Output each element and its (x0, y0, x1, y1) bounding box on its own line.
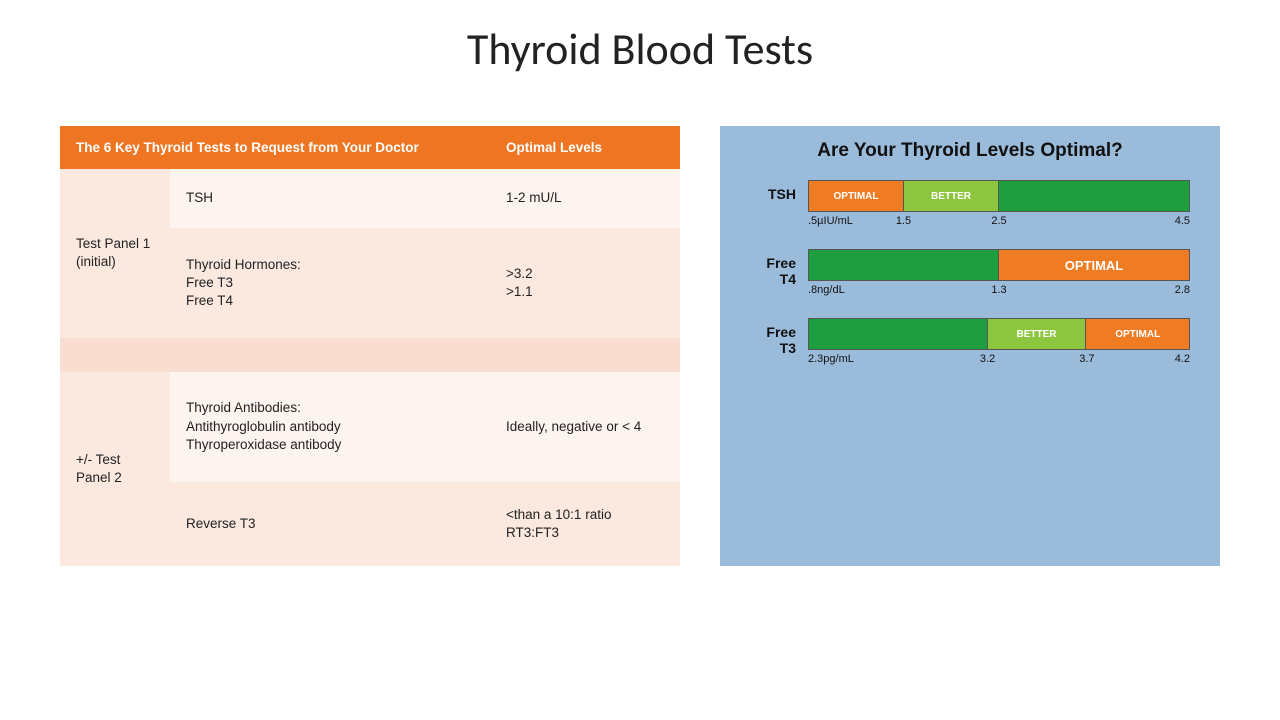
axis-tick: .8ng/dL (808, 284, 845, 296)
range-bar-container: BETTEROPTIMAL 2.3pg/mL 3.2 3.7 4.2 (808, 318, 1190, 367)
axis-tick: 2.8 (1175, 284, 1190, 296)
axis-tick: 4.5 (1175, 215, 1190, 227)
panel2-level-rt3: <than a 10:1 ratio RT3:FT3 (490, 482, 680, 566)
range-label: FreeT4 (750, 249, 808, 287)
optimal-levels-chart: Are Your Thyroid Levels Optimal? TSHOPTI… (720, 126, 1220, 566)
range-segment: BETTER (904, 181, 999, 211)
tick-row: .8ng/dL 1.3 2.8 (808, 284, 1190, 298)
panel2-level-antibodies: Ideally, negative or < 4 (490, 372, 680, 482)
axis-tick: 3.2 (980, 353, 995, 365)
range-bar: OPTIMALBETTER (808, 180, 1190, 212)
panel2-label: +/- Test Panel 2 (60, 372, 170, 566)
range-segment (999, 181, 1189, 211)
range-row: FreeT4 OPTIMAL .8ng/dL 1.3 2.8 (750, 249, 1190, 298)
table-row: Test Panel 1 (initial) TSH 1-2 mU/L (60, 169, 680, 228)
axis-tick: 4.2 (1175, 353, 1190, 365)
table-header-row: The 6 Key Thyroid Tests to Request from … (60, 126, 680, 169)
axis-tick: 1.3 (991, 284, 1006, 296)
table-row: +/- Test Panel 2 Thyroid Antibodies:Anti… (60, 372, 680, 482)
page-title: Thyroid Blood Tests (0, 0, 1280, 96)
range-bar-container: OPTIMAL .8ng/dL 1.3 2.8 (808, 249, 1190, 298)
range-row: FreeT3BETTEROPTIMAL2.3pg/mL3.23.74.2 (750, 318, 1190, 367)
axis-tick: 3.7 (1079, 353, 1094, 365)
panel1-test-tsh: TSH (170, 169, 490, 228)
panel2-test-antibodies: Thyroid Antibodies:Antithyroglobulin ant… (170, 372, 490, 482)
range-row: TSHOPTIMALBETTER .5µIU/mL 1.5 2.5 4.5 (750, 180, 1190, 229)
panel1-test-hormones: Thyroid Hormones:Free T3Free T4 (170, 228, 490, 338)
panel1-level-hormones: >3.2>1.1 (490, 228, 680, 338)
range-segment (809, 319, 988, 349)
tick-row: .5µIU/mL 1.5 2.5 4.5 (808, 215, 1190, 229)
range-bar: OPTIMAL (808, 249, 1190, 281)
tick-row: 2.3pg/mL 3.2 3.7 4.2 (808, 353, 1190, 367)
range-segment: OPTIMAL (809, 181, 904, 211)
panel1-level-tsh: 1-2 mU/L (490, 169, 680, 228)
chart-title: Are Your Thyroid Levels Optimal? (750, 140, 1190, 162)
panel1-label: Test Panel 1 (initial) (60, 169, 170, 338)
table-header-tests: The 6 Key Thyroid Tests to Request from … (60, 126, 490, 169)
range-segment (809, 250, 999, 280)
axis-tick: 1.5 (896, 215, 911, 227)
content-area: The 6 Key Thyroid Tests to Request from … (0, 96, 1280, 566)
range-label: FreeT3 (750, 318, 808, 356)
range-segment: BETTER (988, 319, 1087, 349)
range-rows-container: TSHOPTIMALBETTER.5µIU/mL1.52.54.5FreeT4O… (750, 180, 1190, 367)
panel2-test-rt3: Reverse T3 (170, 482, 490, 566)
range-segment: OPTIMAL (1086, 319, 1189, 349)
table-spacer-row (60, 338, 680, 372)
table-header-levels: Optimal Levels (490, 126, 680, 169)
axis-tick: .5µIU/mL (808, 215, 853, 227)
axis-tick: 2.5 (991, 215, 1006, 227)
range-bar: BETTEROPTIMAL (808, 318, 1190, 350)
range-bar-container: OPTIMALBETTER .5µIU/mL 1.5 2.5 4.5 (808, 180, 1190, 229)
range-segment: OPTIMAL (999, 250, 1189, 280)
range-label: TSH (750, 180, 808, 202)
axis-tick: 2.3pg/mL (808, 353, 854, 365)
thyroid-tests-table: The 6 Key Thyroid Tests to Request from … (60, 126, 680, 566)
